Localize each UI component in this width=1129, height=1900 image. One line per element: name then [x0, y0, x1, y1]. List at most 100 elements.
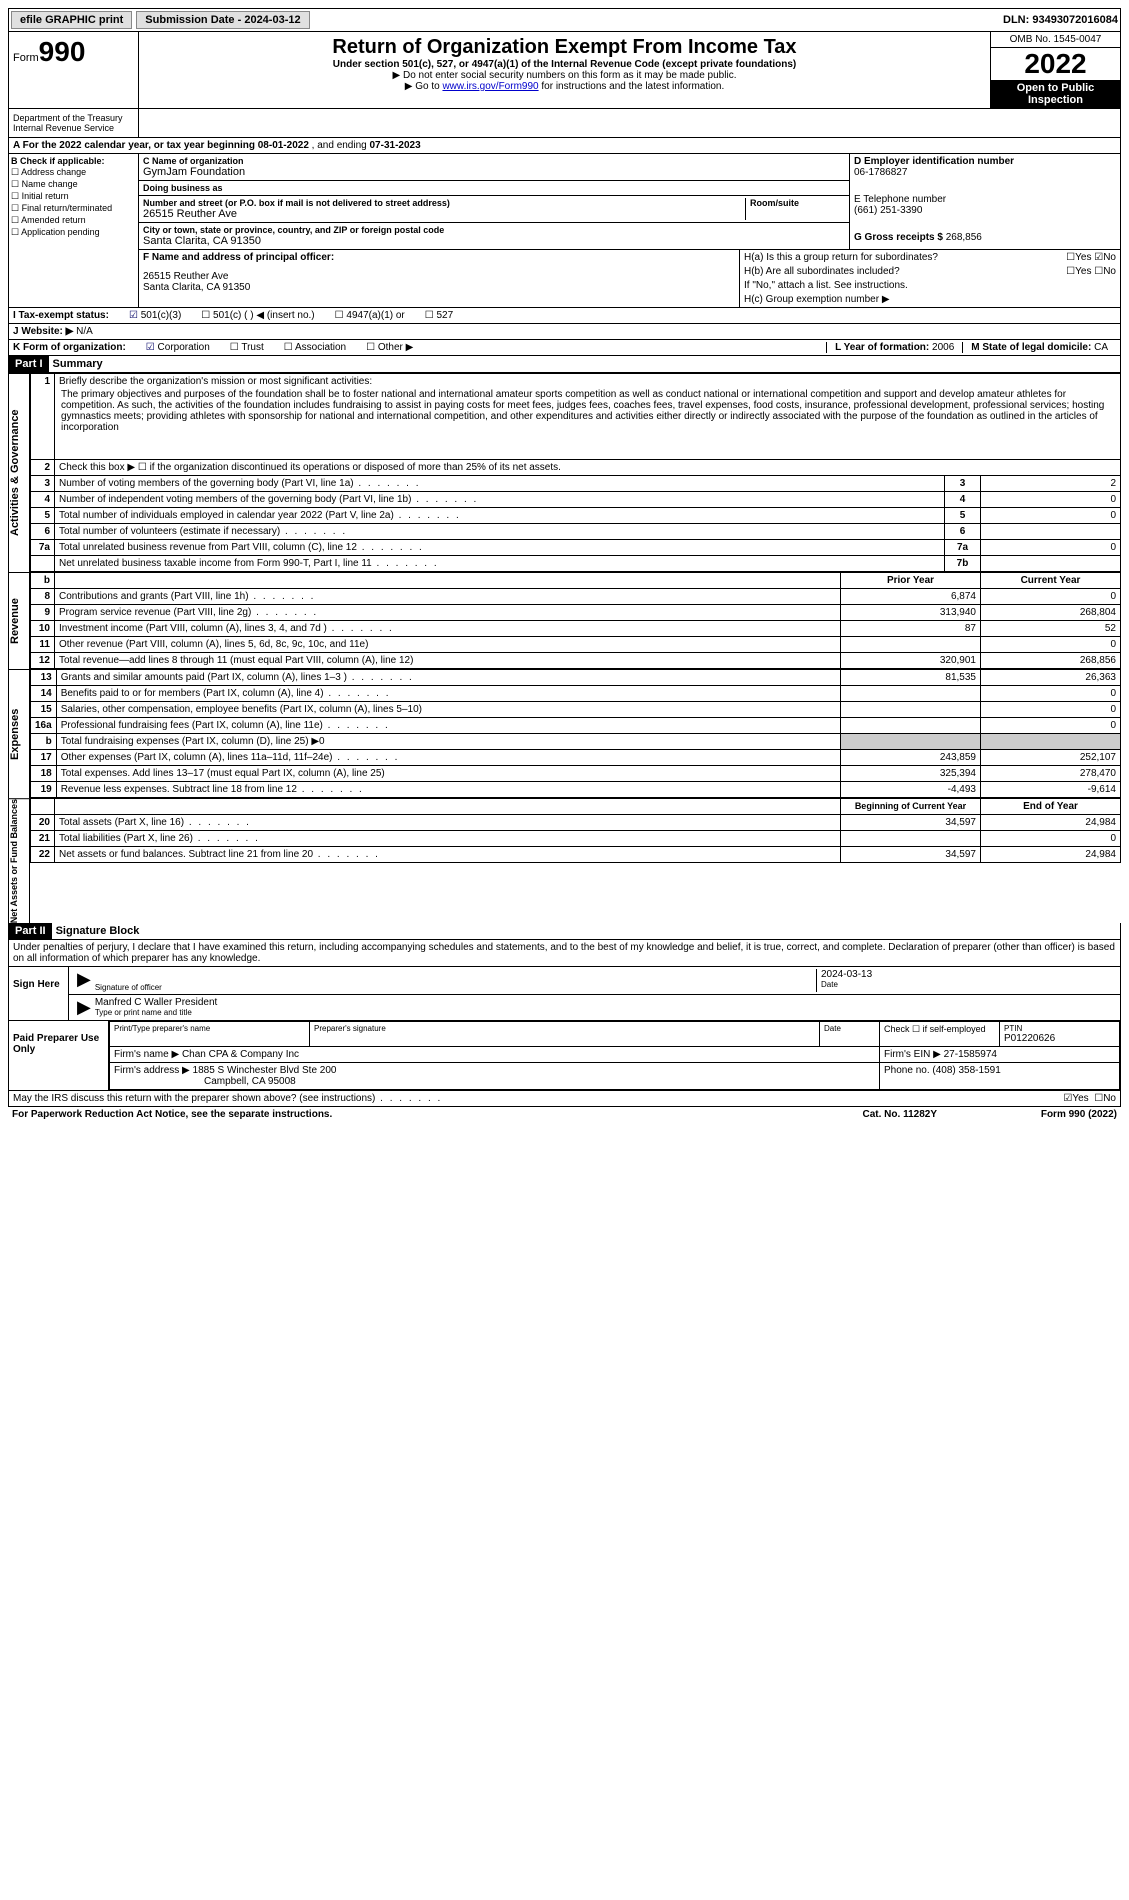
check-discuss-yes[interactable]: ☑Yes: [1063, 1093, 1088, 1104]
col-current-year: Current Year: [981, 573, 1121, 589]
line-2-label: Check this box ▶ ☐ if the organization d…: [55, 460, 1121, 476]
table-row: 15Salaries, other compensation, employee…: [31, 702, 1121, 718]
table-row: 21Total liabilities (Part X, line 26)0: [31, 831, 1121, 847]
check-address-change[interactable]: ☐ Address change: [11, 167, 136, 178]
firm-ein-label: Firm's EIN ▶: [884, 1049, 944, 1060]
check-association[interactable]: [284, 342, 295, 353]
table-row: 22Net assets or fund balances. Subtract …: [31, 847, 1121, 863]
table-row: 20Total assets (Part X, line 16)34,59724…: [31, 815, 1121, 831]
line-1-label: Briefly describe the organization's miss…: [59, 376, 372, 387]
form-title: Return of Organization Exempt From Incom…: [143, 36, 986, 59]
line-a: A For the 2022 calendar year, or tax yea…: [8, 138, 1121, 154]
sign-here-label: Sign Here: [9, 967, 69, 1020]
firm-name-label: Firm's name ▶: [114, 1049, 182, 1060]
submission-date-value: 2024-03-12: [244, 14, 300, 26]
dba-label: Doing business as: [143, 183, 845, 193]
website-value: N/A: [76, 326, 93, 337]
table-row: 17Other expenses (Part IX, column (A), l…: [31, 750, 1121, 766]
firm-addr1: 1885 S Winchester Blvd Ste 200: [193, 1065, 337, 1076]
table-row: 3Number of voting members of the governi…: [31, 476, 1121, 492]
check-final-return[interactable]: ☐ Final return/terminated: [11, 203, 136, 214]
check-other[interactable]: [366, 342, 378, 353]
form-word: Form: [13, 52, 39, 64]
year-formation: 2006: [932, 342, 954, 353]
ha-label: H(a) Is this a group return for subordin…: [744, 252, 938, 263]
omb-number: OMB No. 1545-0047: [991, 32, 1120, 48]
firm-name: Chan CPA & Company Inc: [182, 1049, 299, 1060]
prep-date-label: Date: [824, 1024, 875, 1033]
section-bcdefgh: B Check if applicable: ☐ Address change …: [8, 154, 1121, 308]
dln: DLN: 93493072016084: [1003, 14, 1118, 26]
table-row: 12Total revenue—add lines 8 through 11 (…: [31, 653, 1121, 669]
form-subtitle: Under section 501(c), 527, or 4947(a)(1)…: [143, 59, 986, 70]
c-name-label: C Name of organization: [143, 156, 845, 166]
submission-date-label: Submission Date -: [145, 14, 244, 26]
tab-activities: Activities & Governance: [8, 373, 30, 572]
tab-net-assets: Net Assets or Fund Balances: [8, 798, 30, 923]
table-row: bTotal fundraising expenses (Part IX, co…: [31, 734, 1121, 750]
check-trust[interactable]: [230, 342, 242, 353]
table-row: 8Contributions and grants (Part VIII, li…: [31, 589, 1121, 605]
net-assets-section: Net Assets or Fund Balances Beginning of…: [8, 798, 1121, 923]
check-name-change[interactable]: ☐ Name change: [11, 179, 136, 190]
arrow-icon: ▶: [73, 997, 95, 1018]
activities-governance: Activities & Governance 1Briefly describ…: [8, 373, 1121, 572]
ptin-value: P01220626: [1004, 1033, 1115, 1044]
sig-date: 2024-03-13: [821, 969, 1116, 980]
hc-label: H(c) Group exemption number ▶: [744, 294, 1116, 305]
l-label: L Year of formation:: [835, 342, 932, 353]
arrow-icon: ▶: [73, 969, 95, 992]
part-ii-header: Part II Signature Block: [8, 923, 1121, 940]
ein-label: D Employer identification number: [854, 156, 1014, 167]
table-row: 4Number of independent voting members of…: [31, 492, 1121, 508]
officer-addr2: Santa Clarita, CA 91350: [143, 282, 735, 293]
prep-sig-label: Preparer's signature: [314, 1024, 815, 1033]
check-527[interactable]: [425, 310, 437, 321]
street-address: 26515 Reuther Ave: [143, 208, 745, 220]
dept-treasury: Department of the Treasury: [13, 113, 134, 123]
check-application-pending[interactable]: ☐ Application pending: [11, 227, 136, 238]
form-note-2: ▶ Go to www.irs.gov/Form990 for instruct…: [143, 81, 986, 92]
phone-value: (661) 251-3390: [854, 205, 1116, 216]
check-self-employed[interactable]: Check ☐ if self-employed: [880, 1022, 1000, 1047]
check-501c[interactable]: [201, 310, 213, 321]
check-amended-return[interactable]: ☐ Amended return: [11, 215, 136, 226]
discuss-question: May the IRS discuss this return with the…: [13, 1093, 1063, 1104]
firm-phone: (408) 358-1591: [932, 1065, 1000, 1076]
table-row: 19Revenue less expenses. Subtract line 1…: [31, 782, 1121, 798]
check-501c3[interactable]: [129, 310, 141, 321]
room-label: Room/suite: [750, 198, 845, 208]
part-ii-title: Signature Block: [52, 925, 140, 937]
table-row: Net unrelated business taxable income fr…: [31, 556, 1121, 572]
table-row: 18Total expenses. Add lines 13–17 (must …: [31, 766, 1121, 782]
officer-addr1: 26515 Reuther Ave: [143, 271, 735, 282]
state-domicile: CA: [1094, 342, 1108, 353]
j-label: J Website: ▶: [13, 326, 73, 337]
form-note-1: ▶ Do not enter social security numbers o…: [143, 70, 986, 81]
line-klm: K Form of organization: Corporation Trus…: [8, 340, 1121, 356]
city-label: City or town, state or province, country…: [143, 225, 845, 235]
firm-addr2: Campbell, CA 95008: [114, 1076, 875, 1087]
dept-row: Department of the TreasuryInternal Reven…: [8, 109, 1121, 138]
f-label: F Name and address of principal officer:: [143, 252, 334, 263]
check-initial-return[interactable]: ☐ Initial return: [11, 191, 136, 202]
col-prior-year: Prior Year: [841, 573, 981, 589]
check-corporation[interactable]: [146, 342, 158, 353]
submission-date-button[interactable]: Submission Date - 2024-03-12: [136, 11, 309, 29]
tab-revenue: Revenue: [8, 572, 30, 669]
m-label: M State of legal domicile:: [971, 342, 1094, 353]
check-discuss-no[interactable]: ☐No: [1094, 1093, 1116, 1104]
table-row: 5Total number of individuals employed in…: [31, 508, 1121, 524]
footer: For Paperwork Reduction Act Notice, see …: [8, 1107, 1121, 1122]
gross-receipts-value: 268,856: [946, 232, 982, 243]
efile-print-button[interactable]: efile GRAPHIC print: [11, 11, 132, 29]
prep-name-label: Print/Type preparer's name: [114, 1024, 305, 1033]
ein-value: 06-1786827: [854, 167, 1116, 178]
gross-receipts-label: G Gross receipts $: [854, 232, 946, 243]
mission-text: The primary objectives and purposes of t…: [59, 387, 1116, 435]
addr-label: Number and street (or P.O. box if mail i…: [143, 198, 745, 208]
irs-link[interactable]: www.irs.gov/Form990: [442, 81, 538, 92]
col-b: B Check if applicable: ☐ Address change …: [9, 154, 139, 307]
check-4947[interactable]: [335, 310, 347, 321]
tab-expenses: Expenses: [8, 669, 30, 798]
